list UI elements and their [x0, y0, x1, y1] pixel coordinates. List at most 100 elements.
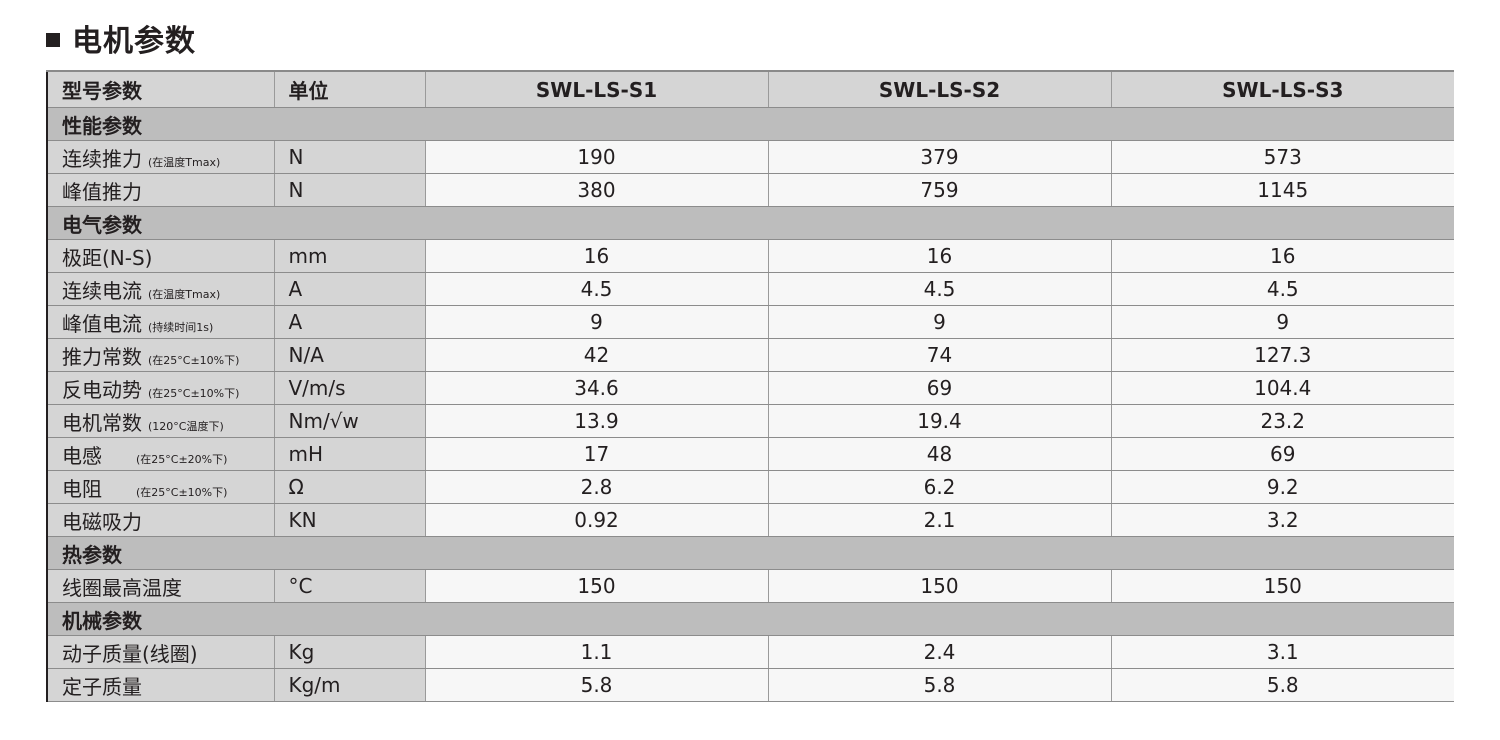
param-name: 电感 [62, 443, 102, 468]
value-cell-model-1: 0.92 [425, 503, 769, 537]
value-cell-model-2: 2.4 [768, 635, 1112, 669]
table-row: 动子质量(线圈) Kg 1.1 2.4 3.1 [47, 635, 1454, 669]
param-note: (在25°C±10%下) [136, 485, 228, 499]
table-row: 峰值电流 (持续时间1s) A 9 9 9 [47, 305, 1454, 339]
param-note: (在25°C±20%下) [136, 452, 228, 466]
param-name-cell: 推力常数 (在25°C±10%下) [47, 338, 275, 372]
param-name-cell: 电阻 (在25°C±10%下) [47, 470, 275, 504]
value-cell-model-1: 2.8 [425, 470, 769, 504]
value-cell-model-2: 16 [768, 239, 1112, 273]
table-row: 定子质量 Kg/m 5.8 5.8 5.8 [47, 668, 1454, 702]
param-name-cell: 定子质量 [47, 668, 275, 702]
value-cell-model-3: 69 [1111, 437, 1454, 471]
param-name: 反电动势 [62, 377, 142, 402]
table-row: 推力常数 (在25°C±10%下) N/A 42 74 127.3 [47, 338, 1454, 372]
section-label: 热参数 [47, 536, 1454, 570]
param-name: 连续推力 [62, 146, 142, 171]
section-label: 机械参数 [47, 602, 1454, 636]
value-cell-model-1: 1.1 [425, 635, 769, 669]
value-cell-model-3: 104.4 [1111, 371, 1454, 405]
param-note: (120°C温度下) [148, 419, 224, 433]
param-name: 峰值推力 [62, 179, 142, 204]
table-row: 连续推力 (在温度Tmax) N 190 379 573 [47, 140, 1454, 174]
value-cell-model-1: 9 [425, 305, 769, 339]
value-cell-model-3: 150 [1111, 569, 1454, 603]
unit-cell: Kg [274, 635, 426, 669]
table-row: 连续电流 (在温度Tmax) A 4.5 4.5 4.5 [47, 272, 1454, 306]
param-name: 推力常数 [62, 344, 142, 369]
value-cell-model-2: 19.4 [768, 404, 1112, 438]
param-name: 电阻 [62, 476, 102, 501]
value-cell-model-1: 16 [425, 239, 769, 273]
value-cell-model-2: 379 [768, 140, 1112, 174]
unit-cell: A [274, 272, 426, 306]
page-title-text: 电机参数 [72, 24, 196, 59]
param-note: (在25°C±10%下) [148, 386, 240, 400]
section-row: 电气参数 [47, 206, 1454, 240]
param-note: (在温度Tmax) [148, 287, 221, 301]
param-name: 线圈最高温度 [62, 575, 182, 600]
header-model-2: SWL-LS-S2 [768, 71, 1112, 108]
param-name-cell: 极距(N-S) [47, 239, 275, 273]
param-name-cell: 电磁吸力 [47, 503, 275, 537]
value-cell-model-2: 4.5 [768, 272, 1112, 306]
table-row: 电机常数 (120°C温度下) Nm/√w 13.9 19.4 23.2 [47, 404, 1454, 438]
value-cell-model-2: 2.1 [768, 503, 1112, 537]
header-model-1: SWL-LS-S1 [425, 71, 769, 108]
value-cell-model-3: 3.2 [1111, 503, 1454, 537]
unit-cell: Ω [274, 470, 426, 504]
value-cell-model-3: 4.5 [1111, 272, 1454, 306]
param-name-cell: 线圈最高温度 [47, 569, 275, 603]
value-cell-model-2: 48 [768, 437, 1112, 471]
section-row: 性能参数 [47, 107, 1454, 141]
param-note: (在温度Tmax) [148, 155, 221, 169]
unit-cell: KN [274, 503, 426, 537]
param-name-cell: 峰值推力 [47, 173, 275, 207]
param-note: (持续时间1s) [148, 320, 214, 334]
param-note: (在25°C±10%下) [148, 353, 240, 367]
unit-cell: A [274, 305, 426, 339]
value-cell-model-3: 127.3 [1111, 338, 1454, 372]
value-cell-model-1: 190 [425, 140, 769, 174]
header-unit: 单位 [274, 71, 426, 108]
unit-cell: Nm/√w [274, 404, 426, 438]
param-name-cell: 连续电流 (在温度Tmax) [47, 272, 275, 306]
value-cell-model-1: 34.6 [425, 371, 769, 405]
motor-params-table: 型号参数 单位 SWL-LS-S1 SWL-LS-S2 SWL-LS-S3 性能… [46, 70, 1454, 702]
value-cell-model-2: 69 [768, 371, 1112, 405]
param-name-cell: 电感 (在25°C±20%下) [47, 437, 275, 471]
value-cell-model-2: 6.2 [768, 470, 1112, 504]
unit-cell: °C [274, 569, 426, 603]
value-cell-model-3: 573 [1111, 140, 1454, 174]
unit-cell: mH [274, 437, 426, 471]
section-label: 电气参数 [47, 206, 1454, 240]
value-cell-model-3: 23.2 [1111, 404, 1454, 438]
value-cell-model-1: 17 [425, 437, 769, 471]
table-row: 极距(N-S) mm 16 16 16 [47, 239, 1454, 273]
table-row: 电磁吸力 KN 0.92 2.1 3.2 [47, 503, 1454, 537]
param-name: 电磁吸力 [62, 509, 142, 534]
table-header-row: 型号参数 单位 SWL-LS-S1 SWL-LS-S2 SWL-LS-S3 [47, 71, 1454, 108]
unit-cell: N [274, 173, 426, 207]
value-cell-model-3: 9.2 [1111, 470, 1454, 504]
value-cell-model-1: 150 [425, 569, 769, 603]
value-cell-model-2: 9 [768, 305, 1112, 339]
unit-cell: Kg/m [274, 668, 426, 702]
table-row: 电阻 (在25°C±10%下) Ω 2.8 6.2 9.2 [47, 470, 1454, 504]
unit-cell: V/m/s [274, 371, 426, 405]
square-bullet-icon [46, 33, 60, 47]
page-title: 电机参数 [46, 14, 196, 62]
param-name: 动子质量(线圈) [62, 641, 198, 666]
param-name-cell: 电机常数 (120°C温度下) [47, 404, 275, 438]
section-label: 性能参数 [47, 107, 1454, 141]
value-cell-model-3: 1145 [1111, 173, 1454, 207]
value-cell-model-2: 150 [768, 569, 1112, 603]
unit-cell: mm [274, 239, 426, 273]
table-row: 反电动势 (在25°C±10%下) V/m/s 34.6 69 104.4 [47, 371, 1454, 405]
unit-cell: N [274, 140, 426, 174]
header-model-3: SWL-LS-S3 [1111, 71, 1454, 108]
unit-cell: N/A [274, 338, 426, 372]
table-row: 峰值推力 N 380 759 1145 [47, 173, 1454, 207]
header-param: 型号参数 [47, 71, 275, 108]
param-name: 连续电流 [62, 278, 142, 303]
